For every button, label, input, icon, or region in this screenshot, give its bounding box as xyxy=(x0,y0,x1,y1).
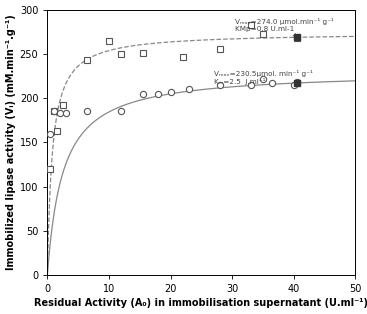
Text: Vₘₐₓ=230.5μmol. min⁻¹ g⁻¹
Kₘ=2.5  J.ml⁻¹: Vₘₐₓ=230.5μmol. min⁻¹ g⁻¹ Kₘ=2.5 J.ml⁻¹ xyxy=(214,70,313,85)
X-axis label: Residual Activity (A₀) in immobilisation supernatant (U.ml⁻¹): Residual Activity (A₀) in immobilisation… xyxy=(34,298,367,308)
Text: Vₘₐₓ=274.0 μmol.min⁻¹ g⁻¹
KMp=0.8 U.ml-1: Vₘₐₓ=274.0 μmol.min⁻¹ g⁻¹ KMp=0.8 U.ml-1 xyxy=(235,18,334,37)
Y-axis label: Immobilized lipase activity (Vᵢ) (mM.min⁻¹.g⁻¹): Immobilized lipase activity (Vᵢ) (mM.min… xyxy=(6,14,15,270)
